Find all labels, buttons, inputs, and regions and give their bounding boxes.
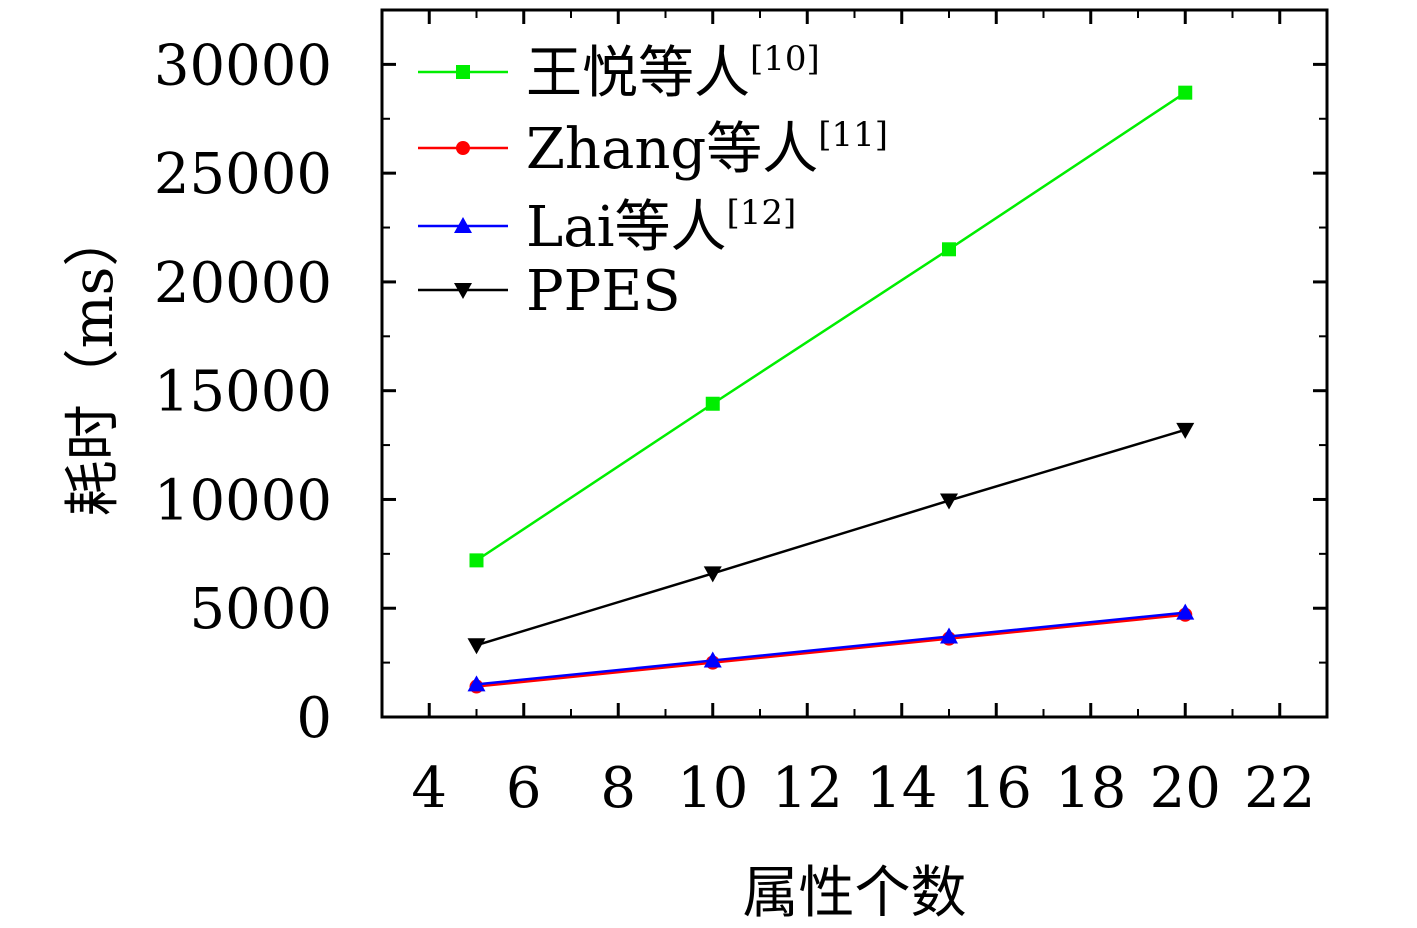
legend-ref-2: [12]	[726, 193, 796, 233]
series-2-point	[703, 651, 722, 668]
y-tick-label: 15000	[154, 360, 332, 425]
x-tick-label: 4	[411, 756, 447, 821]
x-axis-title: 属性个数	[743, 861, 967, 926]
x-tick-label: 18	[1055, 756, 1126, 821]
chart-marks	[467, 85, 1195, 694]
x-tick-label: 14	[866, 756, 937, 821]
series-0-point	[1178, 85, 1193, 100]
y-tick-label: 30000	[154, 33, 332, 98]
series-line-3	[476, 428, 1186, 647]
legend-ref-1: [11]	[818, 115, 888, 155]
legend-marker-0	[456, 65, 470, 79]
x-tick-label: 6	[506, 756, 542, 821]
series-3-point	[703, 566, 722, 583]
series-2-point	[1176, 603, 1195, 620]
series-3-point	[1176, 422, 1195, 439]
x-tick-label: 20	[1150, 756, 1221, 821]
series-line-0	[475, 91, 1186, 562]
series-line-2	[476, 611, 1186, 686]
y-tick-label: 5000	[189, 577, 332, 642]
series-0-point	[942, 242, 956, 257]
series-2-point	[940, 627, 958, 644]
x-tick-label: 8	[600, 756, 636, 821]
series-line-1	[476, 613, 1186, 688]
y-tick-label: 10000	[154, 468, 332, 533]
series-3-point	[467, 638, 486, 655]
legend-marker-1	[456, 141, 470, 155]
x-tick-label: 22	[1244, 756, 1315, 821]
legend-label-2: Lai等人[12]	[526, 193, 796, 260]
series-0-point	[705, 396, 720, 411]
y-tick-label: 20000	[154, 251, 332, 316]
x-tick-label: 16	[961, 756, 1032, 821]
series-3-point	[940, 493, 958, 510]
series-2-point	[467, 675, 486, 692]
legend-ref-0: [10]	[750, 39, 820, 79]
y-axis-title: 耗时（ms）	[61, 211, 126, 517]
y-tick-label: 25000	[154, 142, 332, 207]
legend-marker-3	[454, 283, 472, 299]
axis-ticks: 4 6 8 10 12 14 16 18 20 22 0 5000 10000 15000 20000 250…	[154, 10, 1328, 821]
y-tick-label: 0	[296, 686, 332, 751]
legend-label-3: PPES	[526, 259, 681, 324]
x-tick-label: 12	[772, 756, 843, 821]
series-0-point	[469, 553, 484, 568]
legend: 王悦等人[10] Zhang等人[11] Lai等人[12]PPES	[418, 39, 888, 324]
legend-marker-2	[454, 217, 472, 233]
legend-label-0: 王悦等人[10]	[526, 39, 820, 106]
x-tick-label: 10	[677, 756, 748, 821]
legend-label-1: Zhang等人[11]	[526, 115, 888, 182]
